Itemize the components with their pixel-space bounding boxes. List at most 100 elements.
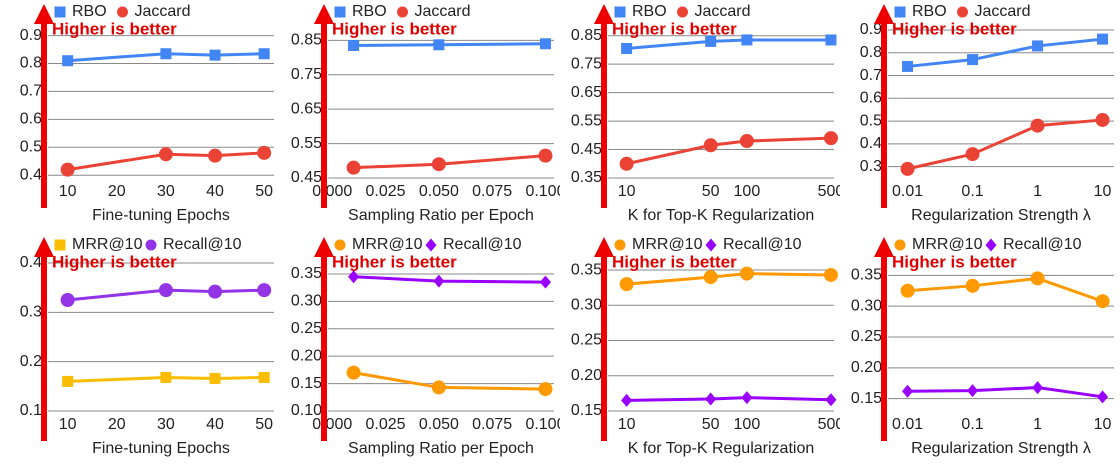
series-line (626, 396, 831, 402)
legend-marker (614, 6, 626, 18)
data-point (741, 391, 753, 405)
y-tick-label: 0.9 (860, 21, 882, 38)
annotation: Higher is better (52, 19, 177, 38)
y-tick-label: 0.4 (860, 135, 882, 152)
data-point (1095, 294, 1110, 309)
y-tick-label: 0.25 (851, 328, 882, 345)
arrow-head (874, 4, 894, 24)
legend-marker (117, 6, 128, 18)
legend-label: RBO (912, 3, 947, 20)
series-line (67, 52, 265, 63)
legend-marker (894, 6, 906, 18)
subplot: 0.10 0.15 0.20 0.25 0.30 0.35 0.000 0.025 0.050 0… (291, 236, 560, 457)
data-point (621, 43, 633, 54)
data-point (1097, 33, 1109, 45)
series-line (353, 275, 546, 284)
data-point (431, 157, 446, 172)
x-tick-label: 50 (255, 416, 273, 433)
data-point (208, 148, 223, 163)
data-point (209, 372, 221, 384)
legend-label: RBO (72, 3, 107, 20)
y-tick-label: 0.85 (571, 27, 602, 44)
series-line (907, 276, 1104, 303)
legend-marker (334, 6, 346, 18)
legend-marker (54, 239, 66, 251)
y-tick-label: 0.35 (571, 169, 602, 186)
data-point (348, 270, 360, 284)
y-tick-label: 0.30 (571, 297, 602, 314)
series-line (67, 375, 265, 383)
legend-label: Recall@10 (443, 236, 522, 253)
data-point (62, 55, 74, 67)
legend-marker (54, 6, 66, 18)
x-tick-label: 10 (618, 183, 636, 200)
y-tick-label: 0.75 (571, 55, 602, 72)
legend-marker (614, 239, 626, 251)
subplot: 0.3 0.4 0.5 0.6 0.7 0.8 0.9 0.01 0.1 1 10Regulariz… (860, 3, 1114, 224)
x-tick-label: 40 (206, 183, 224, 200)
legend-marker (397, 6, 408, 18)
legend-label: Recall@10 (723, 236, 802, 253)
x-tick-label: 0.075 (472, 183, 512, 200)
y-tick-label: 0.15 (571, 402, 602, 419)
legend-label: MRR@10 (632, 236, 703, 253)
x-tick-label: 0.000 (312, 416, 352, 433)
annotation: Higher is better (332, 19, 457, 38)
data-point (538, 382, 553, 397)
annotation: Higher is better (892, 19, 1017, 38)
subplot: 0.1 0.2 0.3 0.4 10 20 30 40 50 Fine-tuning Epochs… (20, 236, 274, 457)
y-tick-label: 0.20 (571, 367, 602, 384)
data-point (1030, 118, 1045, 133)
legend-marker (145, 239, 157, 251)
series-line (353, 371, 546, 391)
y-tick-label: 0.15 (851, 390, 882, 407)
data-point (258, 371, 270, 383)
x-axis-label: K for Top-K Regularization (628, 440, 814, 457)
data-point (158, 147, 173, 162)
y-tick-label: 0.65 (571, 84, 602, 101)
legend-label: MRR@10 (72, 236, 143, 253)
data-point (825, 34, 837, 46)
annotation: Higher is better (52, 252, 177, 271)
series-line (907, 118, 1103, 171)
data-point (739, 266, 754, 281)
subplot: 0.15 0.20 0.25 0.30 0.35 0.01 0.1 1 10Regulariza… (851, 236, 1114, 457)
legend-marker (894, 239, 906, 251)
arrow-head (314, 237, 334, 257)
legend-label: MRR@10 (912, 236, 983, 253)
data-point (346, 365, 361, 380)
data-point (900, 161, 915, 176)
series-line (626, 38, 831, 50)
x-tick-label: 30 (157, 183, 175, 200)
data-point (1097, 390, 1109, 404)
legend-label: Jaccard (695, 3, 751, 20)
data-point (825, 393, 837, 407)
arrow-head (874, 237, 894, 257)
data-point (258, 48, 270, 60)
legend-marker (334, 239, 346, 251)
series-line (907, 386, 1103, 399)
data-point (900, 283, 915, 298)
x-axis-label: Regularization Strength λ (911, 440, 1091, 457)
data-point (348, 39, 360, 51)
y-tick-label: 0.5 (20, 139, 42, 156)
y-tick-label: 0.35 (851, 267, 882, 284)
arrow-head (314, 4, 334, 24)
subplot: 0.45 0.55 0.65 0.75 0.85 0.000 0.025 0.050 0.075… (291, 3, 560, 224)
y-tick-label: 0.2 (20, 353, 42, 370)
y-tick-label: 0.20 (851, 359, 882, 376)
data-point (209, 49, 221, 61)
x-tick-label: 0.025 (366, 416, 406, 433)
data-point (619, 156, 634, 171)
legend-label: RBO (352, 3, 387, 20)
data-point (703, 270, 718, 285)
y-tick-label: 0.35 (291, 265, 322, 282)
y-tick-label: 0.9 (20, 27, 42, 44)
x-tick-label: 10 (618, 416, 636, 433)
data-point (433, 274, 445, 288)
data-point (160, 48, 172, 60)
x-axis-label: Fine-tuning Epochs (92, 207, 230, 224)
annotation: Higher is better (612, 252, 737, 271)
